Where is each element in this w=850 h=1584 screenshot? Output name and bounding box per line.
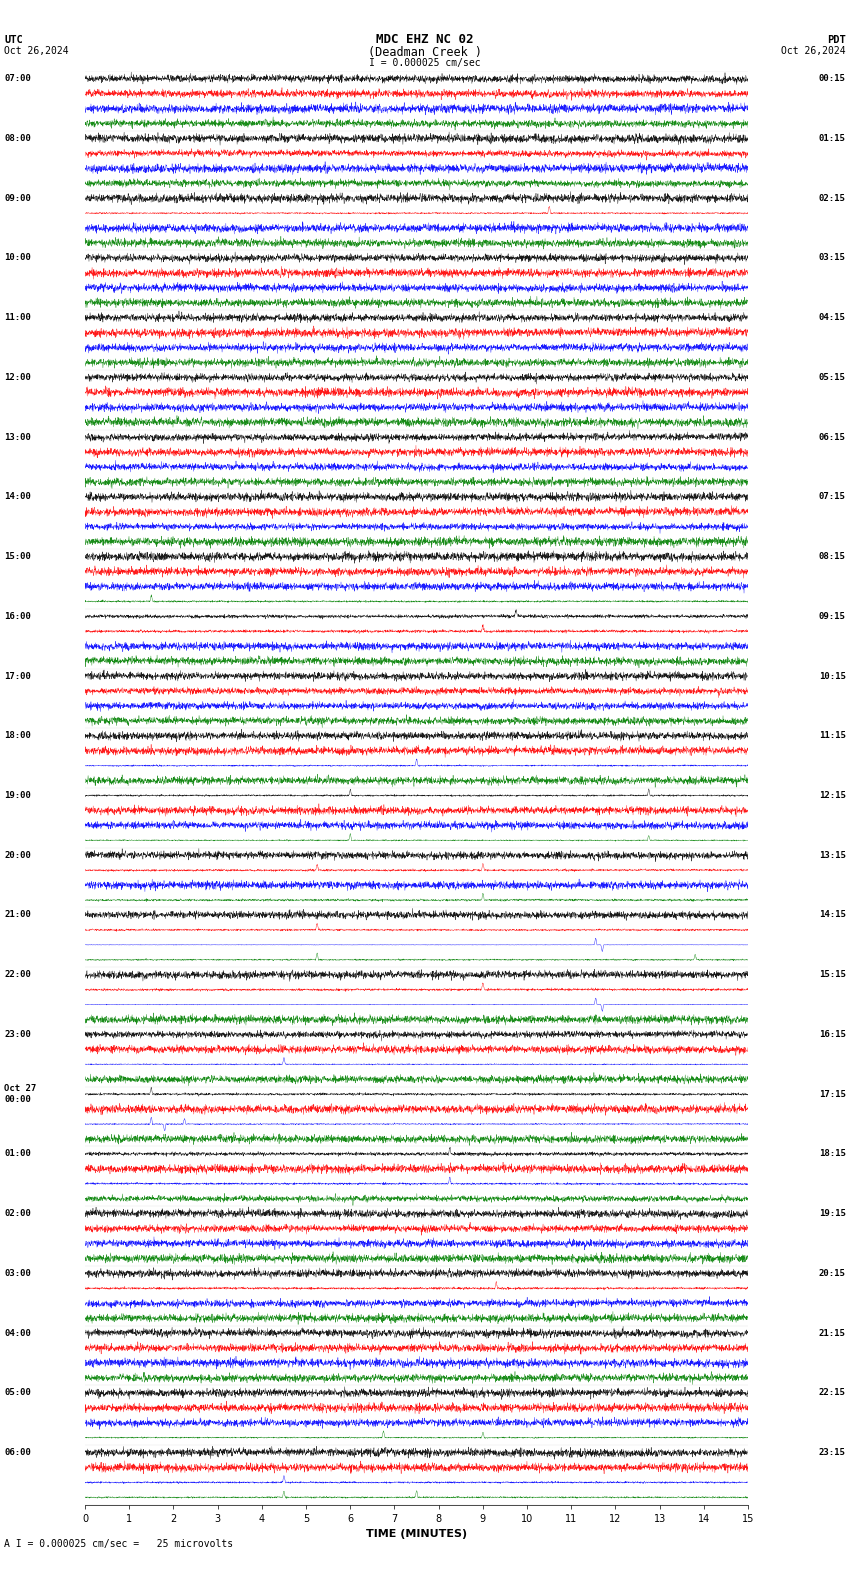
Text: 11:00: 11:00: [4, 314, 31, 322]
Text: 23:00: 23:00: [4, 1030, 31, 1039]
Text: 13:00: 13:00: [4, 432, 31, 442]
Text: 09:00: 09:00: [4, 193, 31, 203]
Text: Oct 26,2024: Oct 26,2024: [781, 46, 846, 55]
Text: 06:15: 06:15: [819, 432, 846, 442]
Text: 23:15: 23:15: [819, 1448, 846, 1457]
Text: 08:15: 08:15: [819, 553, 846, 561]
Text: 19:15: 19:15: [819, 1209, 846, 1218]
Text: 16:15: 16:15: [819, 1030, 846, 1039]
Text: 18:00: 18:00: [4, 732, 31, 740]
Text: 01:15: 01:15: [819, 135, 846, 143]
Text: 03:15: 03:15: [819, 253, 846, 263]
Text: 05:00: 05:00: [4, 1388, 31, 1397]
Text: 15:15: 15:15: [819, 969, 846, 979]
Text: 00:15: 00:15: [819, 74, 846, 84]
Text: 04:00: 04:00: [4, 1329, 31, 1337]
Text: 22:15: 22:15: [819, 1388, 846, 1397]
Text: A I = 0.000025 cm/sec =   25 microvolts: A I = 0.000025 cm/sec = 25 microvolts: [4, 1540, 234, 1549]
Text: 16:00: 16:00: [4, 611, 31, 621]
Text: 20:00: 20:00: [4, 851, 31, 860]
Text: 01:00: 01:00: [4, 1150, 31, 1158]
Text: UTC: UTC: [4, 35, 23, 44]
Text: 07:15: 07:15: [819, 493, 846, 502]
Text: 21:15: 21:15: [819, 1329, 846, 1337]
Text: 20:15: 20:15: [819, 1269, 846, 1278]
Text: 09:15: 09:15: [819, 611, 846, 621]
Text: 03:00: 03:00: [4, 1269, 31, 1278]
Text: PDT: PDT: [827, 35, 846, 44]
Text: MDC EHZ NC 02: MDC EHZ NC 02: [377, 33, 473, 46]
Text: 02:15: 02:15: [819, 193, 846, 203]
Text: Oct 27
00:00: Oct 27 00:00: [4, 1085, 37, 1104]
Text: 12:15: 12:15: [819, 790, 846, 800]
Text: 08:00: 08:00: [4, 135, 31, 143]
Text: 10:15: 10:15: [819, 672, 846, 681]
Text: 17:00: 17:00: [4, 672, 31, 681]
Text: (Deadman Creek ): (Deadman Creek ): [368, 46, 482, 59]
Text: 15:00: 15:00: [4, 553, 31, 561]
Text: 14:00: 14:00: [4, 493, 31, 502]
Text: 17:15: 17:15: [819, 1090, 846, 1099]
Text: 14:15: 14:15: [819, 911, 846, 919]
Text: 22:00: 22:00: [4, 969, 31, 979]
X-axis label: TIME (MINUTES): TIME (MINUTES): [366, 1530, 467, 1540]
Text: 04:15: 04:15: [819, 314, 846, 322]
Text: 10:00: 10:00: [4, 253, 31, 263]
Text: 19:00: 19:00: [4, 790, 31, 800]
Text: I = 0.000025 cm/sec: I = 0.000025 cm/sec: [369, 59, 481, 68]
Text: 07:00: 07:00: [4, 74, 31, 84]
Text: 11:15: 11:15: [819, 732, 846, 740]
Text: 21:00: 21:00: [4, 911, 31, 919]
Text: 13:15: 13:15: [819, 851, 846, 860]
Text: 05:15: 05:15: [819, 372, 846, 382]
Text: 18:15: 18:15: [819, 1150, 846, 1158]
Text: 06:00: 06:00: [4, 1448, 31, 1457]
Text: Oct 26,2024: Oct 26,2024: [4, 46, 69, 55]
Text: 12:00: 12:00: [4, 372, 31, 382]
Text: 02:00: 02:00: [4, 1209, 31, 1218]
